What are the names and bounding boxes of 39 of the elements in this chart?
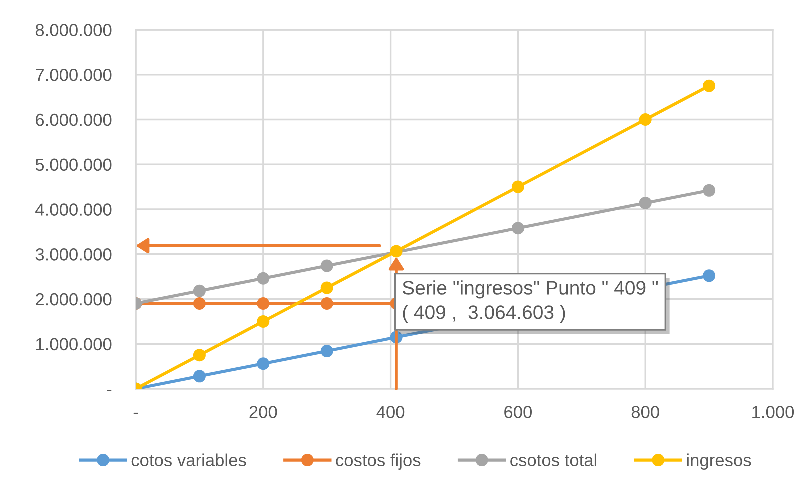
point	[257, 358, 270, 370]
point	[639, 196, 652, 210]
y-tick-label: 7.000.000	[36, 69, 112, 82]
x-tick-label: 600	[504, 406, 532, 418]
y-tick-label: 4.000.000	[36, 204, 112, 216]
y-tick-label: 8.000.000	[36, 24, 112, 36]
x-tick-label: 1.000	[752, 406, 794, 418]
x-tick-label: 800	[632, 406, 660, 418]
y-tick-label: 2.000.000	[36, 293, 112, 306]
point	[703, 270, 716, 282]
annotation: Serie "ingresos" Punto " 409 " ( 409 , 3.064.603 )	[402, 280, 658, 324]
x-tick-label: 400	[376, 406, 405, 418]
point	[193, 370, 206, 383]
point	[257, 297, 270, 310]
y-tick-label: 5.000.000	[36, 158, 112, 172]
point	[320, 260, 334, 272]
point	[193, 349, 206, 362]
y-tick-label: 6.000.000	[36, 114, 112, 126]
point	[703, 184, 716, 197]
y-tick-label: -	[107, 390, 112, 392]
point	[257, 315, 270, 328]
y-tick-label: 3.000.000	[36, 248, 112, 261]
point	[320, 297, 334, 310]
point	[193, 284, 206, 298]
point	[320, 282, 334, 294]
point	[639, 114, 652, 126]
y-tick-label: 1.000.000	[36, 338, 112, 351]
point	[512, 180, 524, 194]
legend-label: csotos total	[510, 454, 596, 467]
point	[193, 297, 206, 310]
legend-label: costos fijos	[336, 454, 421, 470]
point	[390, 245, 403, 258]
point	[257, 272, 270, 285]
point	[512, 222, 524, 235]
legend-label: cotos variables	[132, 454, 246, 467]
point	[703, 80, 716, 92]
point	[320, 345, 334, 358]
x-tick-label: 200	[250, 406, 278, 418]
legend-label: ingresos	[687, 454, 752, 470]
